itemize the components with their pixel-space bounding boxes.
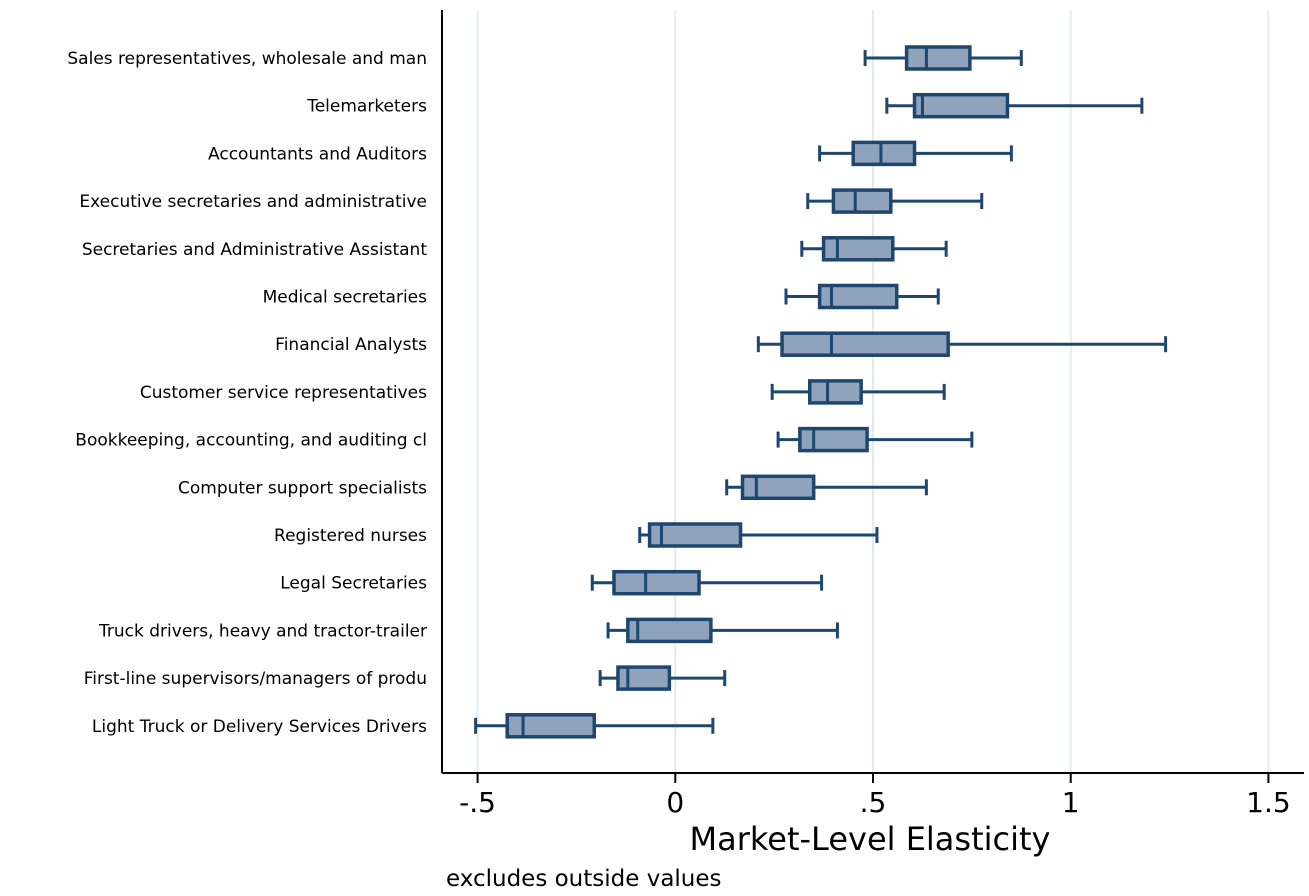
iqr-box-13 bbox=[616, 665, 672, 691]
category-label-6: Financial Analysts bbox=[275, 335, 427, 355]
category-label-1: Telemarketers bbox=[306, 97, 427, 117]
category-label-9: Computer support specialists bbox=[178, 478, 427, 498]
box-3 bbox=[806, 188, 984, 214]
x-tick-label-1: 0 bbox=[666, 786, 684, 819]
category-label-0: Sales representatives, wholesale and man bbox=[67, 49, 427, 69]
category-label-2: Accountants and Auditors bbox=[208, 144, 427, 164]
box-9 bbox=[725, 474, 928, 501]
iqr-box-4 bbox=[821, 236, 895, 262]
iqr-box-2 bbox=[851, 140, 917, 167]
chart-note: excludes outside values bbox=[446, 866, 722, 892]
iqr-box-6 bbox=[780, 331, 950, 357]
iqr-box-1 bbox=[912, 92, 1010, 119]
box-0 bbox=[863, 45, 1023, 71]
category-label-4: Secretaries and Administrative Assistant bbox=[82, 240, 427, 260]
iqr-box-9 bbox=[740, 474, 816, 501]
box-8 bbox=[776, 426, 974, 453]
box-12 bbox=[606, 617, 839, 644]
x-tick-label-0: -.5 bbox=[459, 786, 496, 819]
category-label-10: Registered nurses bbox=[274, 526, 427, 546]
box-14 bbox=[474, 713, 715, 739]
x-axis-title: Market-Level Elasticity bbox=[690, 820, 1051, 858]
box-7 bbox=[770, 379, 946, 405]
category-label-8: Bookkeeping, accounting, and auditing cl bbox=[75, 431, 427, 451]
box-11 bbox=[590, 569, 824, 596]
iqr-box-3 bbox=[831, 188, 893, 214]
iqr-box-0 bbox=[904, 45, 972, 71]
box-1 bbox=[885, 92, 1144, 119]
box-6 bbox=[756, 331, 1168, 357]
iqr-box-5 bbox=[817, 283, 899, 310]
x-tick-label-4: 1.5 bbox=[1246, 786, 1291, 819]
x-tick-label-2: .5 bbox=[860, 786, 887, 819]
box-series bbox=[474, 45, 1168, 739]
category-label-12: Truck drivers, heavy and tractor-trailer bbox=[98, 621, 427, 641]
x-axis-ticks: -.5 0 .5 1 1.5 bbox=[459, 773, 1291, 819]
box-5 bbox=[784, 283, 940, 310]
iqr-box-11 bbox=[612, 569, 701, 596]
iqr-box-8 bbox=[798, 426, 869, 453]
category-label-13: First-line supervisors/managers of produ bbox=[84, 669, 427, 689]
category-label-11: Legal Secretaries bbox=[280, 574, 427, 594]
iqr-box-12 bbox=[626, 617, 713, 644]
box-10 bbox=[638, 522, 879, 548]
category-label-5: Medical secretaries bbox=[263, 288, 428, 308]
box-4 bbox=[800, 236, 948, 262]
iqr-box-10 bbox=[647, 522, 743, 548]
category-label-7: Customer service representatives bbox=[140, 383, 427, 403]
box-2 bbox=[818, 140, 1013, 167]
box-13 bbox=[598, 665, 727, 691]
category-label-3: Executive secretaries and administrative bbox=[79, 192, 427, 212]
category-label-14: Light Truck or Delivery Services Drivers bbox=[92, 717, 427, 737]
category-labels: Sales representatives, wholesale and man… bbox=[67, 49, 427, 737]
iqr-box-14 bbox=[505, 713, 596, 739]
x-tick-label-3: 1 bbox=[1062, 786, 1080, 819]
iqr-box-7 bbox=[807, 379, 863, 405]
